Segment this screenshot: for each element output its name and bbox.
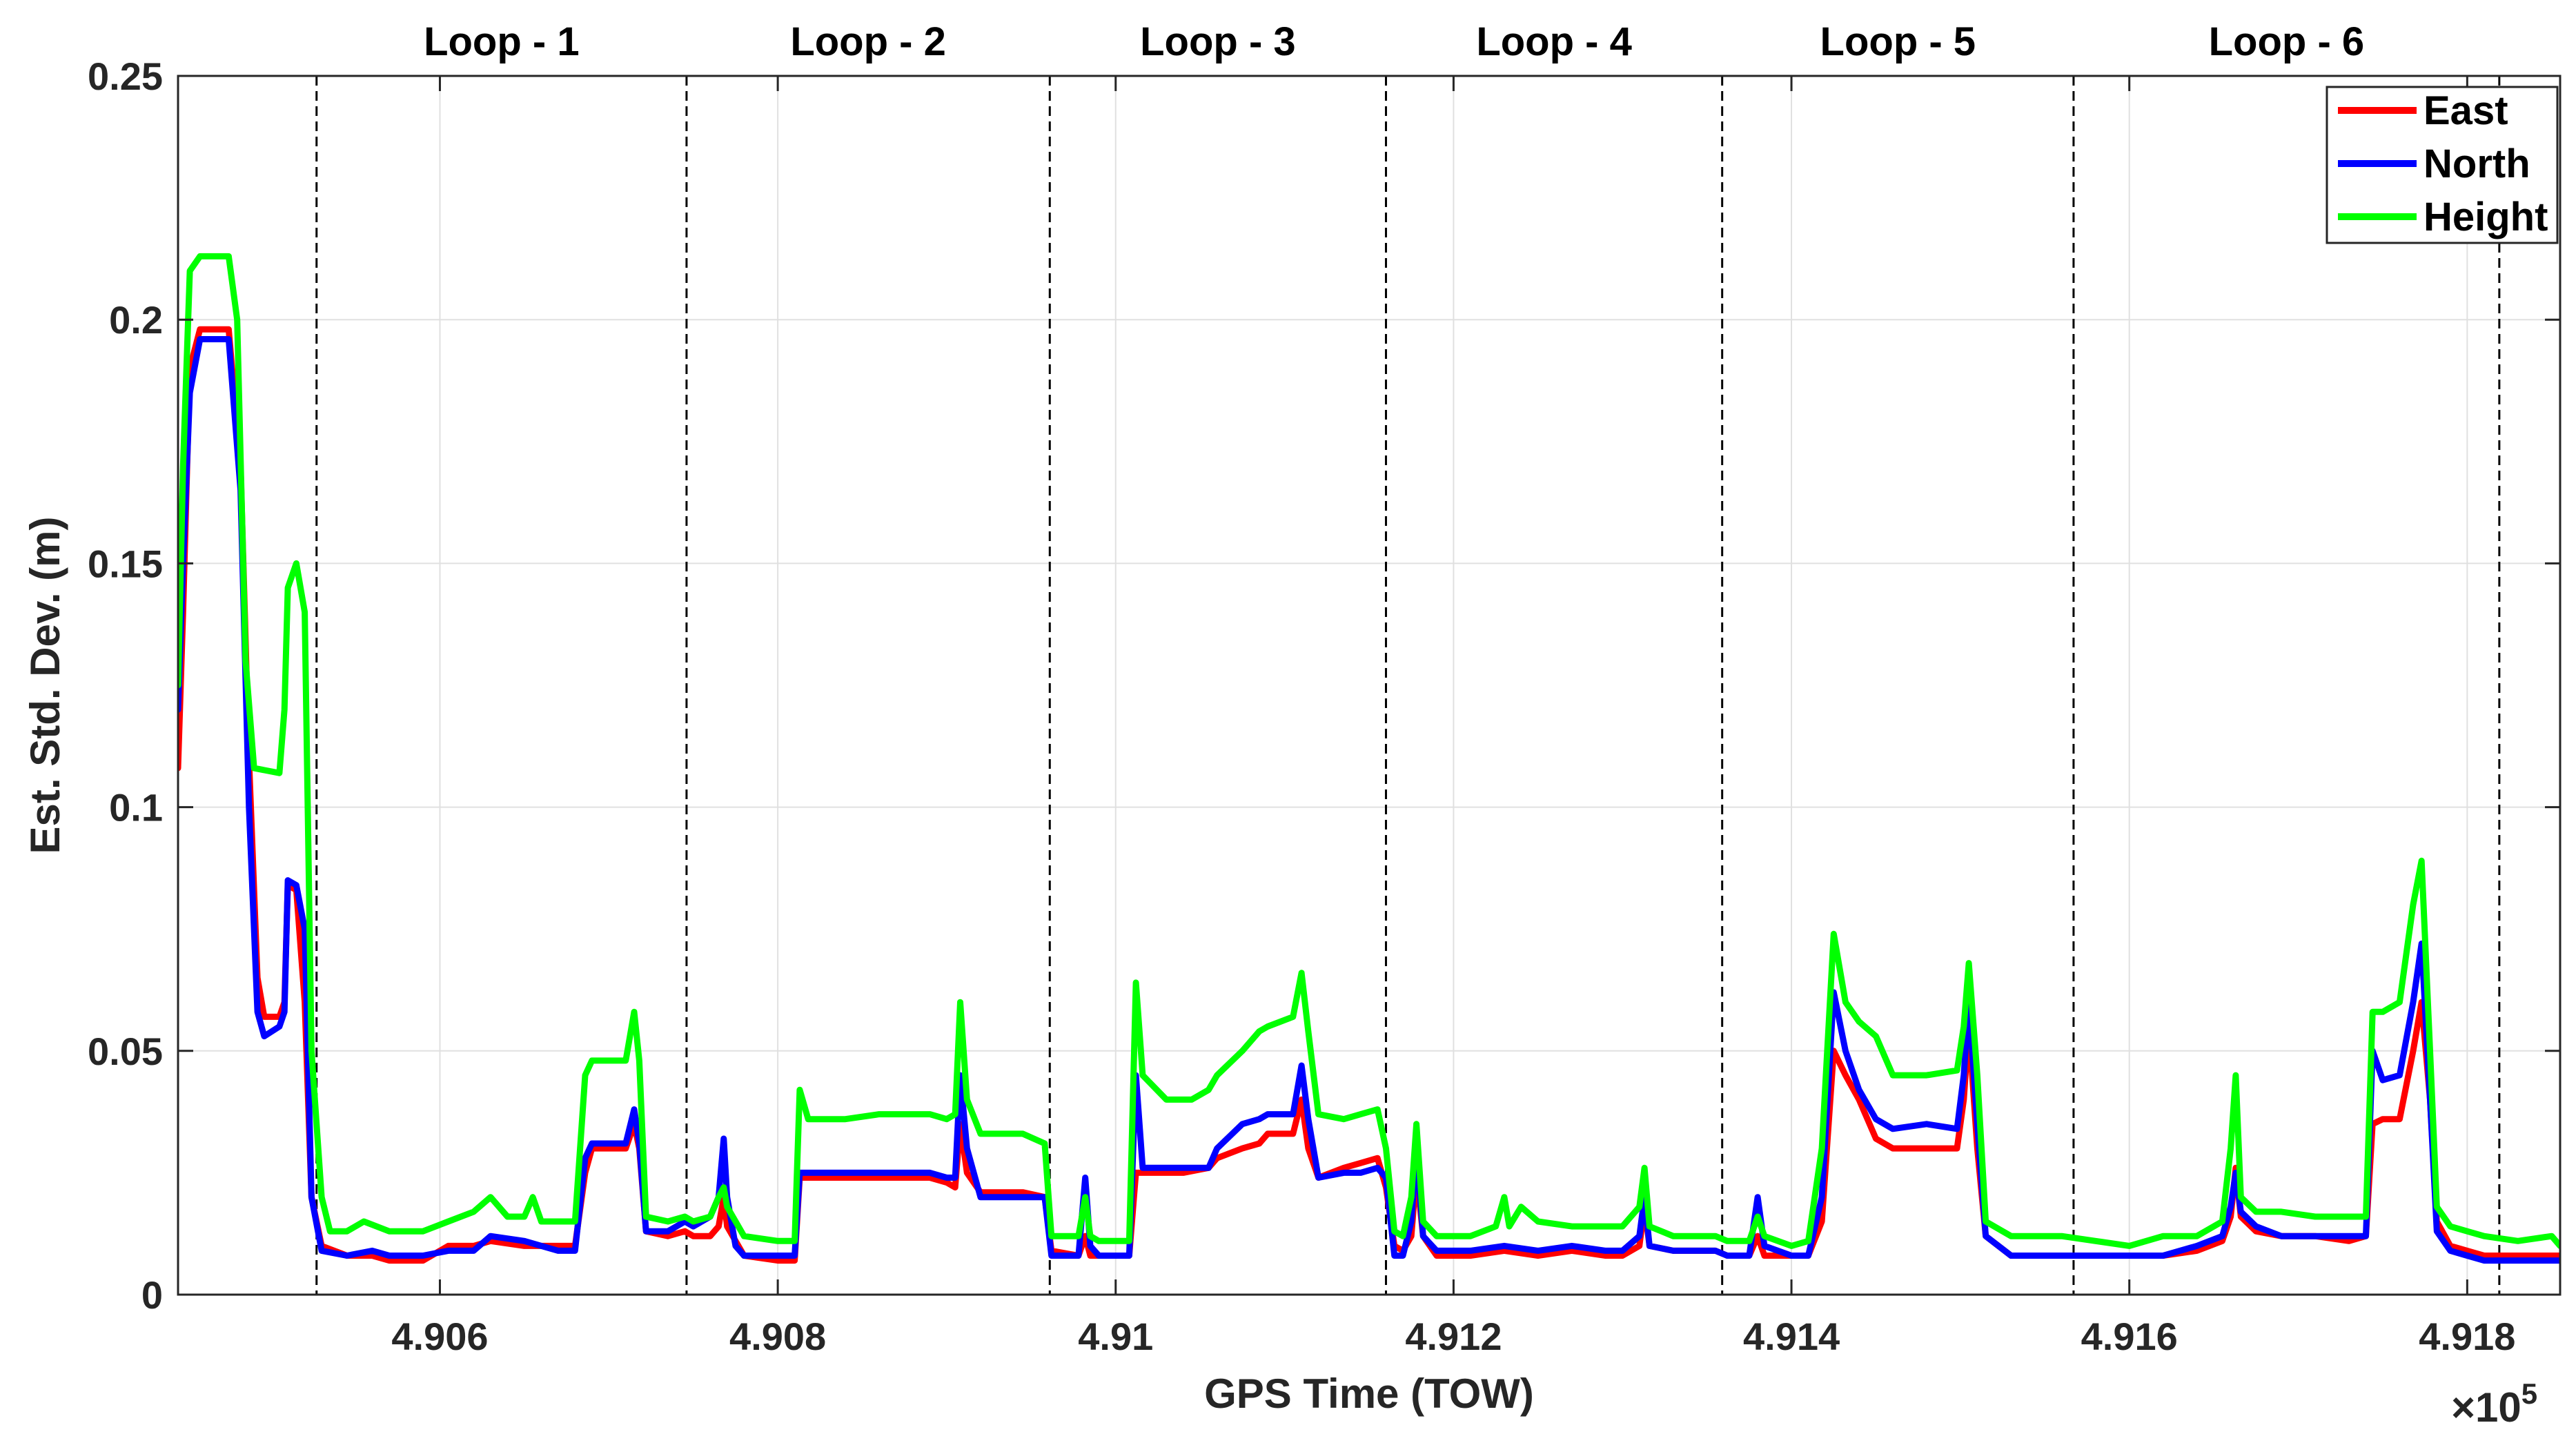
x-multiplier: ×105 [2451,1377,2537,1431]
y-tick-label: 0 [141,1273,163,1317]
x-axis-title: GPS Time (TOW) [1204,1371,1534,1417]
x-tick-label: 4.918 [2419,1315,2515,1358]
loop-boundaries [315,76,2501,1295]
y-tick-label: 0.2 [109,298,163,342]
loop-label: Loop - 3 [1140,19,1296,64]
x-multiplier-exponent: 5 [2521,1377,2537,1410]
y-axis-title: Est. Std. Dev. (m) [22,517,68,854]
y-tick-label: 0.25 [88,55,163,98]
x-tick-label: 4.91 [1078,1315,1153,1358]
series-lines [178,253,2560,1264]
x-tick-label: 4.916 [2081,1315,2178,1358]
x-tick-label: 4.906 [391,1315,488,1358]
loop-labels: Loop - 1 Loop - 2 Loop - 3 Loop - 4 Loop - 5… [424,19,2364,64]
loop-label: Loop - 2 [790,19,946,64]
y-tick-label: 0.1 [109,786,163,830]
legend-label-height: Height [2423,195,2548,239]
x-tick-label: 4.914 [1743,1315,1840,1358]
axis-ticks: 4.906 4.908 4.91 4.912 4.914 4.916 4.918 0 0.05 0… [88,55,2560,1358]
legend-label-east: East [2423,88,2508,133]
x-tick-label: 4.908 [729,1315,826,1358]
plot-frame [177,75,2562,1296]
legend: East North Height [2326,86,2559,244]
legend-label-north: North [2423,141,2530,186]
loop-label: Loop - 1 [424,19,580,64]
series-line-height [178,253,2560,1249]
loop-label: Loop - 4 [1476,19,1632,64]
y-tick-label: 0.05 [88,1030,163,1073]
loop-label: Loop - 6 [2209,19,2365,64]
series-line-north [178,336,2560,1264]
x-multiplier-base: ×10 [2451,1384,2521,1431]
loop-label: Loop - 5 [1820,19,1976,64]
y-tick-label: 0.15 [88,542,163,585]
x-tick-label: 4.912 [1405,1315,1502,1358]
